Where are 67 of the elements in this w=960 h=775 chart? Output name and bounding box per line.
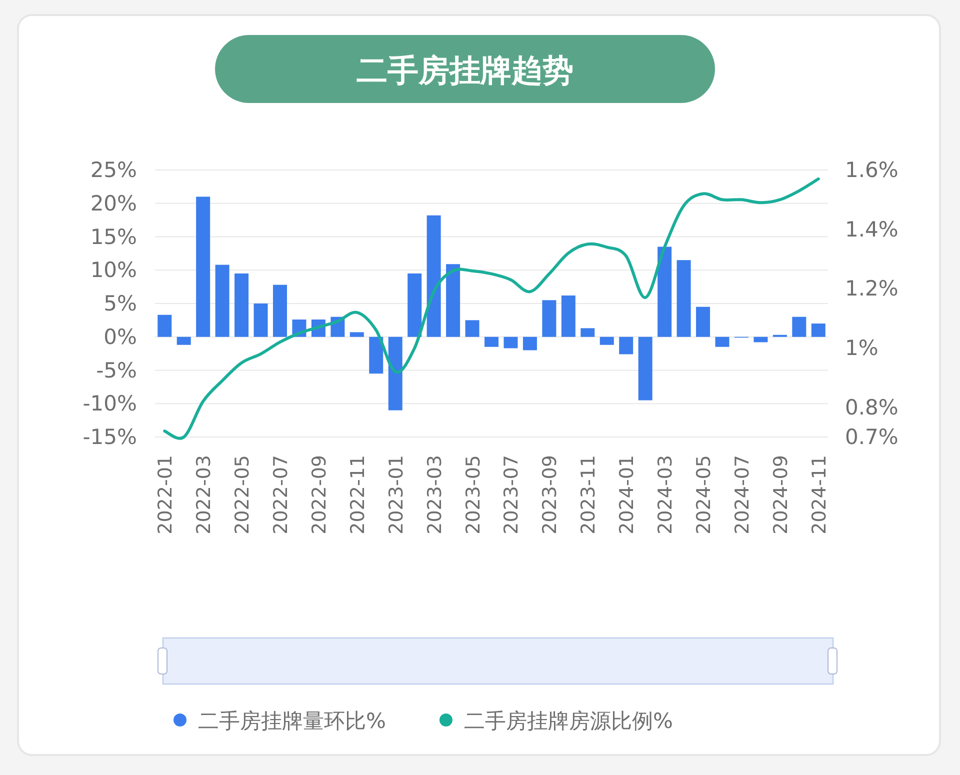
bar xyxy=(254,304,268,337)
bar xyxy=(600,336,614,345)
y2-tick-label: 1.4% xyxy=(845,217,898,242)
y-tick-label: -5% xyxy=(96,358,137,382)
y-tick-label: 20% xyxy=(90,191,137,216)
bar xyxy=(484,336,498,347)
x-tick-label: 2023-07 xyxy=(500,455,523,534)
bar xyxy=(522,336,537,350)
x-tick-label: 2024-03 xyxy=(654,455,677,534)
bar xyxy=(542,300,556,337)
x-tick-label: 2024-01 xyxy=(616,455,638,534)
bar xyxy=(580,328,595,337)
bar xyxy=(234,273,249,337)
x-tick-label: 2023-01 xyxy=(385,455,408,534)
bar xyxy=(754,336,768,342)
y-tick-label: -15% xyxy=(82,425,137,449)
x-tick-label: 2022-11 xyxy=(346,455,369,534)
x-tick-label: 2022-01 xyxy=(154,455,177,534)
bar xyxy=(792,316,806,337)
bar xyxy=(408,273,422,337)
y-tick-label: 25% xyxy=(90,158,137,182)
x-tick-label: 2023-11 xyxy=(578,455,600,534)
x-tick-label: 2022-07 xyxy=(270,455,292,534)
y-tick-label: 15% xyxy=(90,224,137,249)
y2-tick-label: 1.2% xyxy=(845,276,898,301)
x-tick-label: 2023-05 xyxy=(462,455,484,534)
bar xyxy=(696,306,710,337)
x-tick-label: 2022-05 xyxy=(232,455,254,534)
bar xyxy=(715,336,730,347)
bar xyxy=(426,215,441,337)
bar xyxy=(176,336,191,345)
y-tick-label: 10% xyxy=(90,258,137,282)
bar xyxy=(350,332,364,337)
y2-tick-label: 1.6% xyxy=(845,158,898,182)
bar xyxy=(561,295,576,337)
x-tick-label: 2024-11 xyxy=(808,455,830,534)
x-tick-label: 2022-09 xyxy=(308,455,330,534)
bar xyxy=(446,264,460,337)
bar xyxy=(658,246,672,337)
y2-tick-label: 1% xyxy=(845,336,878,360)
y2-tick-label: 0.7% xyxy=(845,425,898,449)
x-tick-label: 2024-05 xyxy=(693,455,716,534)
x-tick-label: 2024-07 xyxy=(731,455,754,534)
line-series xyxy=(163,177,820,440)
y-tick-label: 0% xyxy=(104,324,137,349)
bar xyxy=(504,336,518,348)
legend-label: 二手房挂牌房源比例% xyxy=(464,709,673,733)
bar xyxy=(215,264,230,337)
y-tick-label: -10% xyxy=(82,392,137,416)
y-tick-label: 5% xyxy=(104,292,137,316)
x-tick-label: 2023-03 xyxy=(424,455,446,534)
x-tick-label: 2024-09 xyxy=(770,455,792,534)
bar xyxy=(272,284,287,337)
y2-tick-label: 0.8% xyxy=(845,395,898,420)
bar xyxy=(676,260,691,337)
bar xyxy=(158,314,172,337)
bar xyxy=(369,336,384,374)
x-tick-label: 2022-03 xyxy=(193,455,216,534)
legend-label: 二手房挂牌量环比% xyxy=(198,709,386,733)
bar xyxy=(619,336,634,354)
chart-title: 二手房挂牌趋势 xyxy=(356,53,574,89)
x-tick-label: 2023-09 xyxy=(539,455,562,534)
bar xyxy=(811,324,826,337)
bar xyxy=(638,336,652,400)
bar xyxy=(388,336,402,410)
bar xyxy=(465,320,480,337)
bar xyxy=(196,196,210,337)
